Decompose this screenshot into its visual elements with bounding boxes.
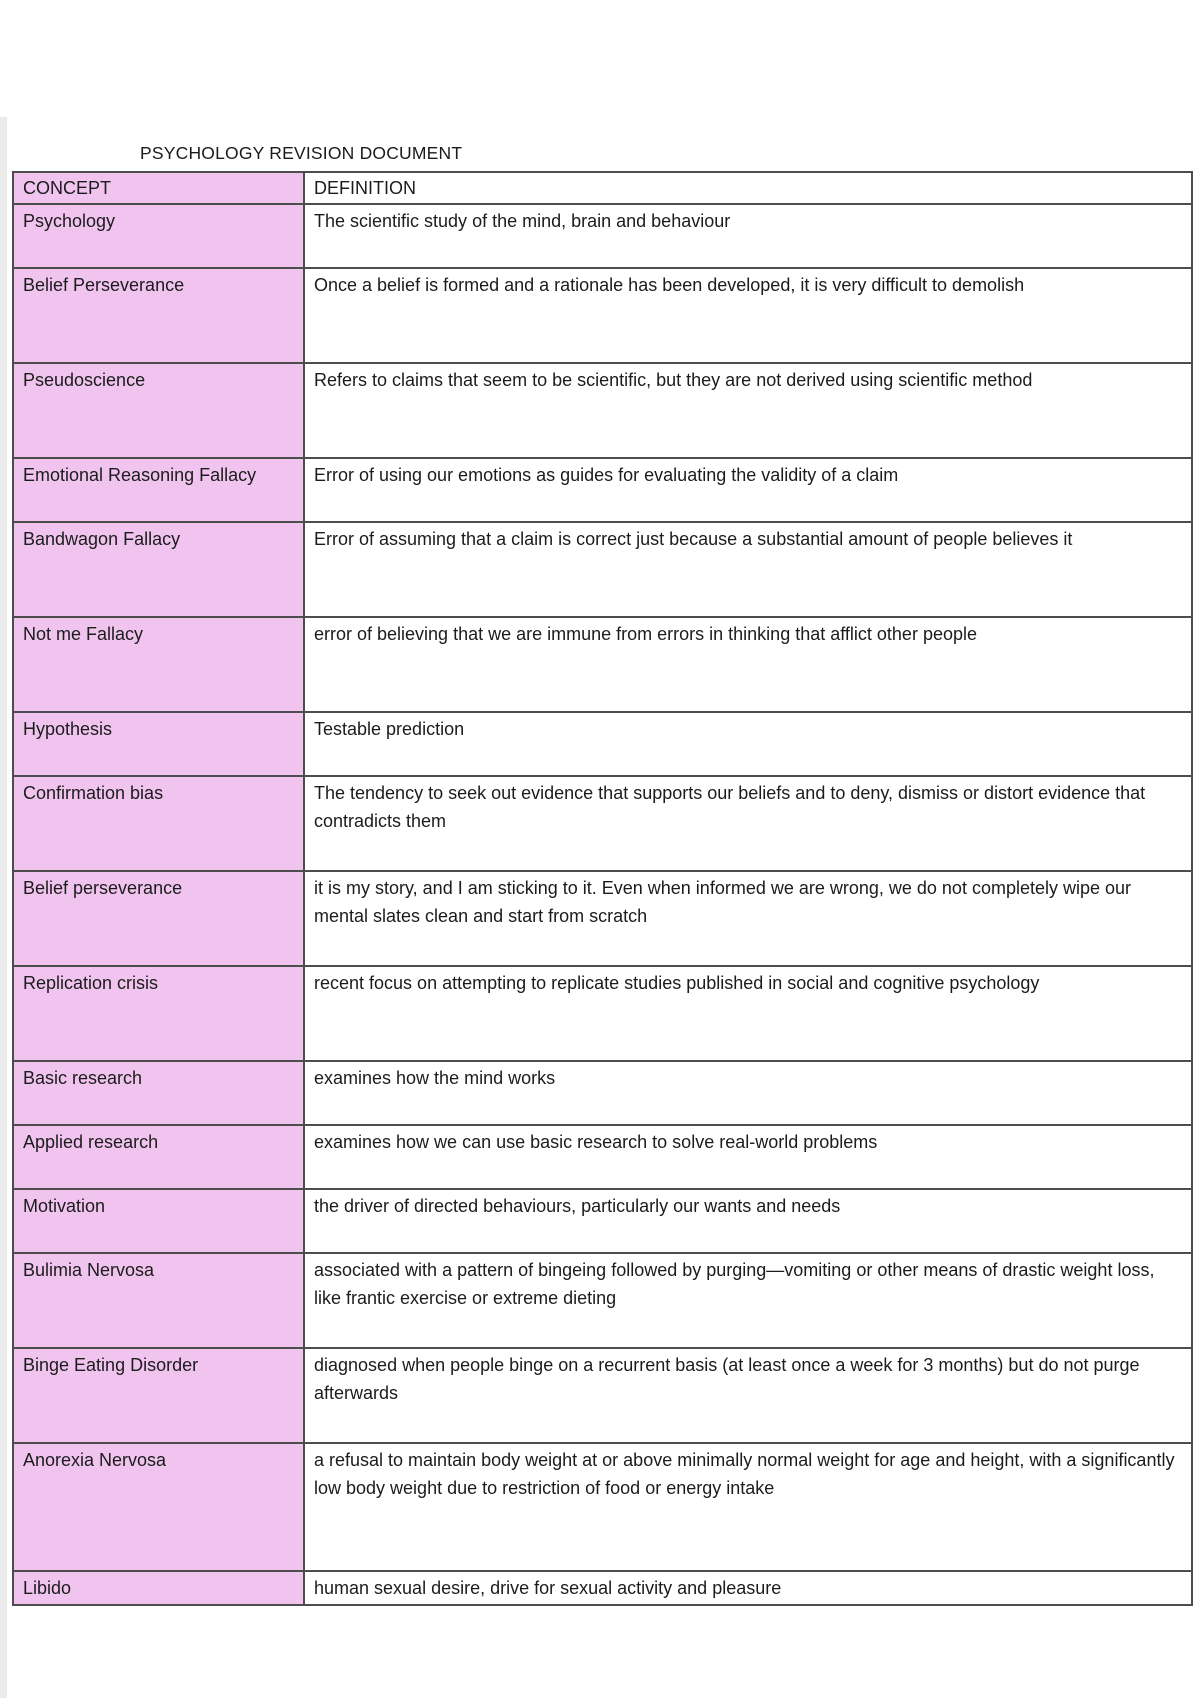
table-row: Bulimia Nervosa associated with a patter… xyxy=(12,1252,1193,1349)
revision-table: CONCEPT DEFINITION Psychology The scient… xyxy=(12,171,1193,1606)
concept-cell: Not me Fallacy xyxy=(12,616,305,713)
table-row: Confirmation bias The tendency to seek o… xyxy=(12,775,1193,872)
concept-cell: Anorexia Nervosa xyxy=(12,1442,305,1572)
concept-cell: Pseudoscience xyxy=(12,362,305,459)
table-row: Hypothesis Testable prediction xyxy=(12,711,1193,777)
definition-cell: examines how we can use basic research t… xyxy=(303,1124,1193,1190)
concept-cell: Emotional Reasoning Fallacy xyxy=(12,457,305,523)
table-row: Binge Eating Disorder diagnosed when peo… xyxy=(12,1347,1193,1444)
table-row: Motivation the driver of directed behavi… xyxy=(12,1188,1193,1254)
concept-cell: Hypothesis xyxy=(12,711,305,777)
concept-cell: Basic research xyxy=(12,1060,305,1126)
header-cell-definition: DEFINITION xyxy=(303,171,1193,205)
table-header-row: CONCEPT DEFINITION xyxy=(12,171,1193,205)
definition-cell: a refusal to maintain body weight at or … xyxy=(303,1442,1193,1572)
concept-cell: Applied research xyxy=(12,1124,305,1190)
definition-cell: Error of using our emotions as guides fo… xyxy=(303,457,1193,523)
table-row: Basic research examines how the mind wor… xyxy=(12,1060,1193,1126)
concept-cell: Belief perseverance xyxy=(12,870,305,967)
concept-cell: Replication crisis xyxy=(12,965,305,1062)
definition-cell: human sexual desire, drive for sexual ac… xyxy=(303,1570,1193,1606)
table-row: Emotional Reasoning Fallacy Error of usi… xyxy=(12,457,1193,523)
definition-cell: Once a belief is formed and a rationale … xyxy=(303,267,1193,364)
concept-cell: Bulimia Nervosa xyxy=(12,1252,305,1349)
definition-cell: Error of assuming that a claim is correc… xyxy=(303,521,1193,618)
table-row: Bandwagon Fallacy Error of assuming that… xyxy=(12,521,1193,618)
definition-cell: recent focus on attempting to replicate … xyxy=(303,965,1193,1062)
definition-cell: associated with a pattern of bingeing fo… xyxy=(303,1252,1193,1349)
page-title: PSYCHOLOGY REVISION DOCUMENT xyxy=(140,143,463,163)
table-row: Replication crisis recent focus on attem… xyxy=(12,965,1193,1062)
table-row: Not me Fallacy error of believing that w… xyxy=(12,616,1193,713)
concept-cell: Psychology xyxy=(12,203,305,269)
definition-cell: it is my story, and I am sticking to it.… xyxy=(303,870,1193,967)
concept-cell: Confirmation bias xyxy=(12,775,305,872)
concept-cell: Libido xyxy=(12,1570,305,1606)
definition-cell: diagnosed when people binge on a recurre… xyxy=(303,1347,1193,1444)
table-row: Belief Perseverance Once a belief is for… xyxy=(12,267,1193,364)
definition-cell: Testable prediction xyxy=(303,711,1193,777)
concept-cell: Bandwagon Fallacy xyxy=(12,521,305,618)
header-cell-concept: CONCEPT xyxy=(12,171,305,205)
table-row: Psychology The scientific study of the m… xyxy=(12,203,1193,269)
table-row: Libido human sexual desire, drive for se… xyxy=(12,1570,1193,1606)
table-row: Belief perseverance it is my story, and … xyxy=(12,870,1193,967)
definition-cell: The tendency to seek out evidence that s… xyxy=(303,775,1193,872)
table-row: Anorexia Nervosa a refusal to maintain b… xyxy=(12,1442,1193,1572)
definition-cell: the driver of directed behaviours, parti… xyxy=(303,1188,1193,1254)
definition-cell: examines how the mind works xyxy=(303,1060,1193,1126)
concept-cell: Motivation xyxy=(12,1188,305,1254)
scan-edge-strip xyxy=(0,117,7,1698)
definition-cell: error of believing that we are immune fr… xyxy=(303,616,1193,713)
concept-cell: Binge Eating Disorder xyxy=(12,1347,305,1444)
table-row: Applied research examines how we can use… xyxy=(12,1124,1193,1190)
definition-cell: Refers to claims that seem to be scienti… xyxy=(303,362,1193,459)
concept-cell: Belief Perseverance xyxy=(12,267,305,364)
table-row: Pseudoscience Refers to claims that seem… xyxy=(12,362,1193,459)
definition-cell: The scientific study of the mind, brain … xyxy=(303,203,1193,269)
